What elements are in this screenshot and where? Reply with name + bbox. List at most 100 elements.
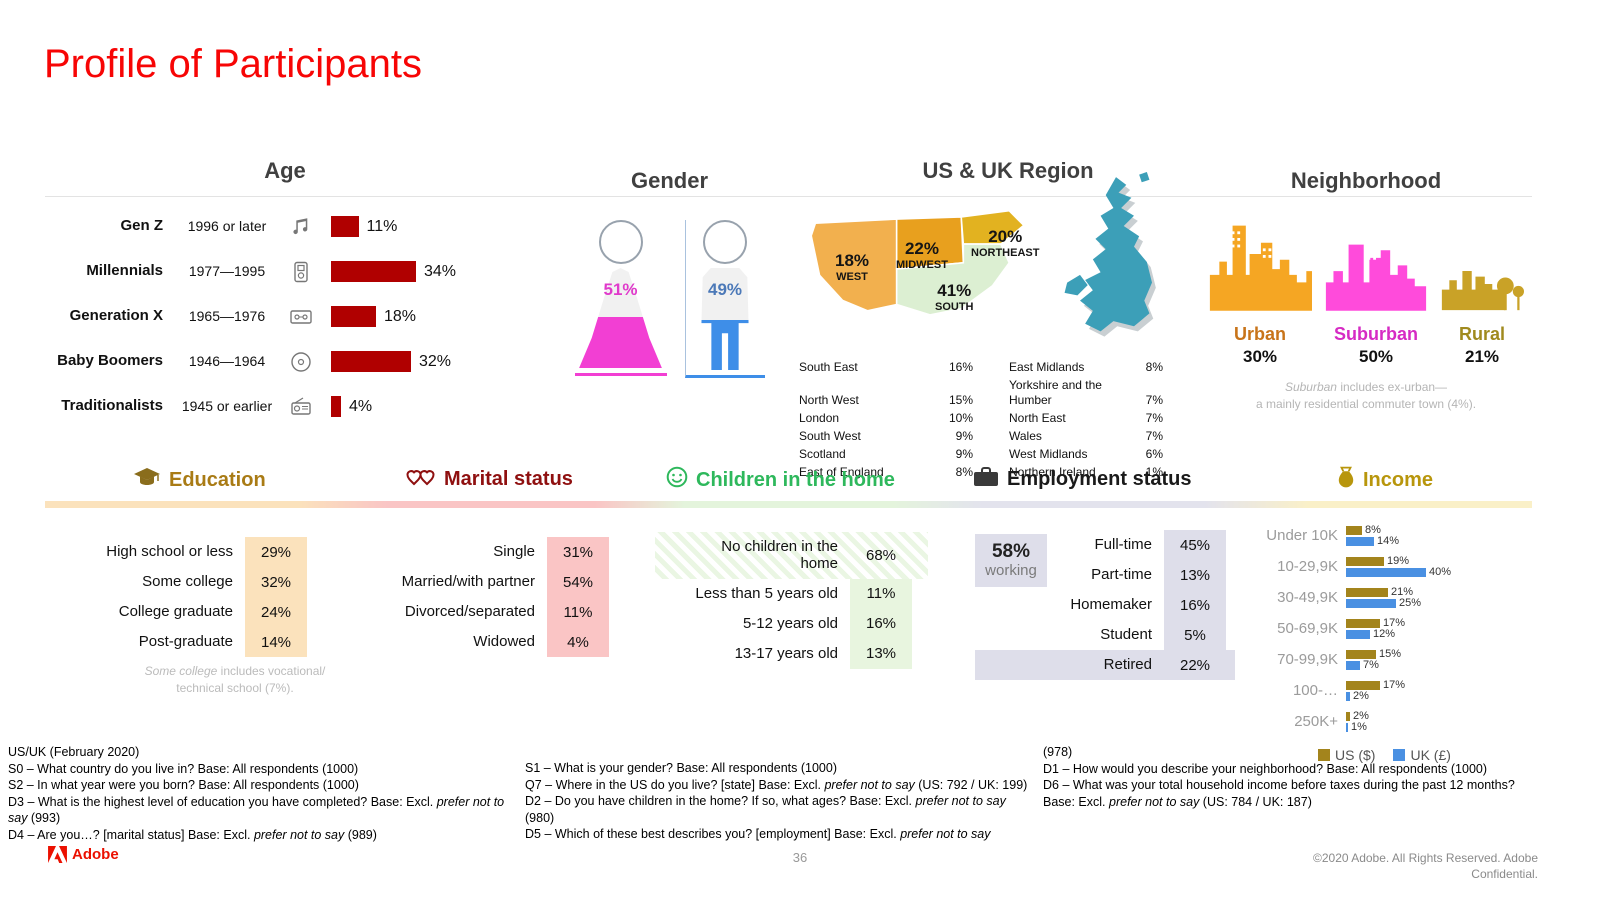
footnote-line: D6 – What was your total household incom…	[1043, 778, 1515, 809]
income-category: 100-…	[1292, 682, 1338, 699]
education-header: Education	[133, 466, 266, 494]
urban-label: Urban	[1233, 324, 1286, 344]
income-row: 250K+ 2% 1%	[1238, 706, 1538, 737]
children-row-value: 11%	[850, 578, 912, 609]
note-line: a mainly residential commuter town (4%).	[1255, 397, 1477, 412]
marital-section: Single 31% Married/with partner 54% Divo…	[395, 537, 625, 657]
section-color-band	[45, 501, 1532, 508]
money-bag-icon	[1337, 466, 1355, 495]
rural-skyline-icon	[1441, 270, 1524, 311]
age-section: Age Gen Z 1996 or later 11% Millennials …	[45, 158, 525, 429]
education-row-value: 24%	[245, 597, 307, 627]
education-row-value: 29%	[245, 537, 307, 567]
uk-region-value: 9%	[955, 446, 973, 461]
income-header-label: Income	[1363, 469, 1434, 491]
employment-row: Full-time 45%	[1040, 530, 1235, 560]
income-category: Under 10K	[1266, 527, 1338, 544]
uk-table-row: East of England 8% Northern Ireland 1%	[799, 463, 1163, 481]
footnotes-middle: S1 – What is your gender? Base: All resp…	[525, 760, 1037, 843]
note-line: Some college includes vocational/	[144, 664, 326, 678]
us-region-northeast: 20% NORTHEAST	[971, 227, 1039, 259]
uk-region-label: Scotland	[799, 446, 846, 461]
children-row: 5-12 years old 16%	[688, 608, 928, 639]
education-row-label: High school or less	[106, 543, 233, 561]
uk-income-value: 1%	[1351, 721, 1367, 733]
neighborhood-rural: Rural 21%	[1440, 216, 1524, 367]
marital-row: Divorced/separated 11%	[395, 597, 625, 627]
footnote-line: S0 – What country do you live in? Base: …	[8, 761, 359, 776]
midwest-label: MIDWEST	[896, 258, 948, 271]
south-label: SOUTH	[935, 300, 974, 313]
briefcase-icon	[973, 466, 999, 493]
education-header-label: Education	[169, 468, 266, 491]
us-income-bar	[1346, 525, 1362, 535]
age-bar-value: 18%	[384, 307, 417, 325]
us-income-bar	[1346, 711, 1350, 721]
uk-region-label: East Midlands	[1009, 359, 1085, 374]
neighborhood-note: Suburban includes ex-urban— a mainly res…	[1196, 379, 1536, 414]
age-bar	[331, 351, 411, 372]
uk-region-label: West Midlands	[1009, 446, 1088, 461]
marital-row-value: 11%	[547, 597, 609, 627]
education-section: High school or less 29% Some college 32%…	[105, 537, 365, 698]
male-figure: 49%	[684, 220, 765, 378]
age-row-millennials: Millennials 1977—1995 34%	[45, 249, 525, 294]
legend-item-uk: UK (£)	[1393, 747, 1451, 763]
employment-row-label: Part-time	[1091, 566, 1152, 584]
age-row-years: 1945 or earlier	[181, 398, 273, 415]
children-row: Less than 5 years old 11%	[688, 578, 928, 609]
children-row-label: 13-17 years old	[734, 644, 838, 662]
adobe-logo: Adobe	[48, 846, 119, 863]
uk-region-label: North West	[799, 392, 859, 407]
footnote-line: Q7 – Where in the US do you live? [state…	[525, 777, 1028, 792]
uk-region-label: South East	[799, 359, 858, 374]
female-percent: 51%	[603, 280, 638, 299]
adobe-logo-text: Adobe	[72, 846, 119, 863]
uk-legend-swatch	[1393, 749, 1406, 761]
age-bar	[331, 261, 416, 282]
income-row: Under 10K 8% 14%	[1238, 520, 1538, 551]
children-row: No children in the home 68%	[655, 532, 928, 579]
copyright-text: ©2020 Adobe. All Rights Reserved. Adobe …	[1313, 851, 1538, 882]
age-bar-value: 34%	[424, 262, 457, 280]
footnote-line: US/UK (February 2020)	[8, 745, 140, 759]
suburban-label: Suburban	[1334, 324, 1418, 344]
uk-region-value: 6%	[1145, 446, 1163, 461]
rural-percent: 21%	[1464, 347, 1500, 366]
female-figure: 51%	[574, 220, 667, 376]
income-row: 70-99,9K 15% 7%	[1238, 644, 1538, 675]
uk-region-value: 8%	[955, 464, 973, 479]
age-bar	[331, 216, 359, 237]
income-row: 50-69,9K 17% 12%	[1238, 613, 1538, 644]
age-row-label: Millennials	[86, 262, 163, 280]
age-row-label: Baby Boomers	[57, 352, 163, 370]
radio-icon	[285, 395, 317, 419]
employment-row-value: 16%	[1164, 590, 1226, 620]
rural-label: Rural	[1458, 324, 1505, 344]
us-income-value: 15%	[1379, 648, 1402, 660]
music-notes-icon	[285, 215, 317, 239]
marital-row-value: 31%	[547, 537, 609, 567]
children-row-value: 13%	[850, 638, 912, 669]
mp3-player-icon	[285, 260, 317, 284]
uk-income-value: 7%	[1363, 659, 1379, 671]
west-percent: 18%	[835, 251, 870, 270]
page-number: 36	[792, 850, 808, 865]
hearts-icon	[406, 466, 436, 493]
uk-region-label: Yorkshire and the Humber	[1009, 377, 1102, 407]
region-title: US & UK Region	[922, 158, 1094, 183]
uk-income-value: 40%	[1429, 566, 1452, 578]
employment-rows: Full-time 45% Part-time 13% Homemaker 16…	[975, 530, 1235, 680]
south-percent: 41%	[937, 281, 972, 300]
uk-region-table: South East 16% East Midlands 8% North We…	[799, 358, 1163, 481]
children-row-value: 68%	[865, 546, 897, 564]
education-row: Post-graduate 14%	[105, 627, 365, 657]
working-percent: 58%	[991, 541, 1031, 562]
employment-row-value: 5%	[1164, 620, 1226, 650]
region-maps: 18% WEST 22% MIDWEST 20% NORTHEAST 41% S…	[793, 172, 1223, 382]
age-row-boomers: Baby Boomers 1946—1964 32%	[45, 339, 525, 384]
children-row-value: 16%	[850, 608, 912, 639]
us-income-value: 2%	[1353, 710, 1369, 722]
uk-income-bar	[1346, 722, 1348, 732]
